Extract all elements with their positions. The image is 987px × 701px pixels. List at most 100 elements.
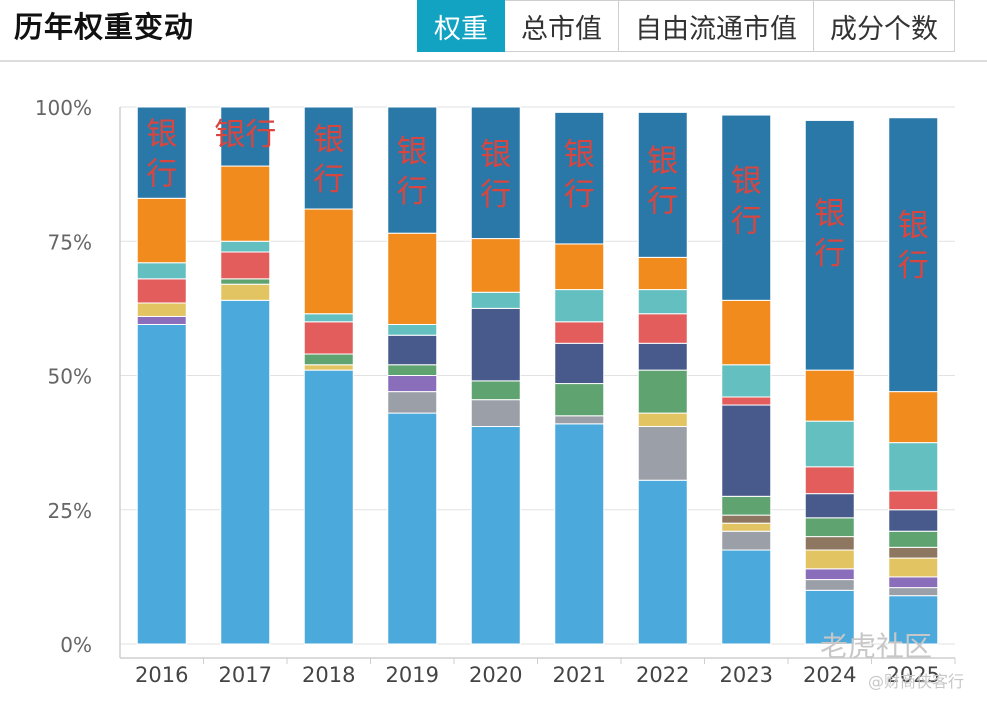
- bar-segment-2020-9[interactable]: [470, 238, 521, 293]
- bar-segment-2022-9[interactable]: [637, 256, 688, 291]
- bar-segment-2024-3[interactable]: [804, 549, 855, 570]
- bar-segment-2017-5[interactable]: [220, 278, 271, 285]
- bar-segment-2020-0[interactable]: [470, 426, 521, 645]
- bar-segment-2023-3[interactable]: [721, 522, 772, 532]
- bar-segment-2021-8[interactable]: [554, 289, 605, 323]
- bar-segment-2016-7[interactable]: [136, 278, 187, 304]
- bar-segment-2020-10[interactable]: [470, 106, 521, 240]
- bar-segment-2018-0[interactable]: [303, 369, 354, 645]
- bar-segment-2024-8[interactable]: [804, 420, 855, 468]
- tab-constituent-count[interactable]: 成分个数: [814, 0, 955, 52]
- bar-segment-2022-10[interactable]: [637, 111, 688, 258]
- bar-segment-2023-5[interactable]: [721, 495, 772, 516]
- bar-segment-2016-2[interactable]: [136, 315, 187, 325]
- bar-segment-2019-1[interactable]: [387, 391, 438, 414]
- y-tick-label: 25%: [48, 499, 92, 523]
- bar-segment-2024-6[interactable]: [804, 493, 855, 519]
- bar-segment-2021-9[interactable]: [554, 243, 605, 291]
- bar-segment-2021-10[interactable]: [554, 111, 605, 245]
- bar-segment-2023-8[interactable]: [721, 364, 772, 398]
- bar-segment-2021-0[interactable]: [554, 423, 605, 645]
- bar-segment-2019-0[interactable]: [387, 412, 438, 645]
- bar-segment-2017-7[interactable]: [220, 251, 271, 280]
- bar-segment-2018-10[interactable]: [303, 106, 354, 210]
- tab-free-float-market-cap[interactable]: 自由流通市值: [619, 0, 814, 52]
- bar-segment-2023-6[interactable]: [721, 404, 772, 497]
- bar-segment-2022-8[interactable]: [637, 289, 688, 315]
- bar-segment-2020-1[interactable]: [470, 399, 521, 428]
- bar-segment-2021-7[interactable]: [554, 321, 605, 344]
- bar-segment-2020-6[interactable]: [470, 307, 521, 382]
- bar-segment-2022-7[interactable]: [637, 313, 688, 344]
- bar-segment-2022-1[interactable]: [637, 426, 688, 481]
- bar-segment-2021-5[interactable]: [554, 383, 605, 417]
- page-title: 历年权重变动: [14, 10, 195, 44]
- bar-segment-2023-1[interactable]: [721, 530, 772, 551]
- bar-segment-2025-4[interactable]: [888, 546, 939, 559]
- bar-segment-2019-8[interactable]: [387, 323, 438, 336]
- bar-segment-2017-9[interactable]: [220, 165, 271, 242]
- bar-segment-2021-6[interactable]: [554, 342, 605, 385]
- bar-segment-2023-4[interactable]: [721, 514, 772, 524]
- bar-segment-2025-1[interactable]: [888, 587, 939, 597]
- y-tick-label: 0%: [60, 633, 92, 657]
- x-tick-label: 2020: [469, 663, 522, 687]
- annotation-label: 银行: [313, 122, 344, 198]
- bar-segment-2016-0[interactable]: [136, 323, 187, 645]
- bar-segment-2017-0[interactable]: [220, 299, 271, 645]
- x-tick-label: 2016: [135, 663, 188, 687]
- bar-segment-2018-9[interactable]: [303, 208, 354, 315]
- bar-segment-2025-2[interactable]: [888, 576, 939, 589]
- bar-segment-2025-9[interactable]: [888, 391, 939, 444]
- bar-segment-2018-5[interactable]: [303, 353, 354, 366]
- bar-segment-2016-8[interactable]: [136, 262, 187, 280]
- bar-segment-2018-3[interactable]: [303, 364, 354, 371]
- x-tick-label: 2018: [302, 663, 355, 687]
- bar-segment-2025-7[interactable]: [888, 490, 939, 511]
- watermark-logo: 老虎社区: [820, 630, 933, 663]
- bar-segment-2025-8[interactable]: [888, 442, 939, 492]
- tab-total-market-cap[interactable]: 总市值: [505, 0, 619, 52]
- bar-segment-2024-5[interactable]: [804, 517, 855, 538]
- bar-segment-2016-9[interactable]: [136, 197, 187, 264]
- bar-segment-2017-8[interactable]: [220, 240, 271, 253]
- x-tick-label: 2022: [636, 663, 689, 687]
- bar-segment-2021-1[interactable]: [554, 415, 605, 425]
- bar-segment-2024-0[interactable]: [804, 589, 855, 645]
- annotation-label: 银行: [480, 137, 511, 213]
- bar-segment-2016-10[interactable]: [136, 106, 187, 199]
- bar-segment-2025-10[interactable]: [888, 117, 939, 393]
- bar-segment-2024-2[interactable]: [804, 568, 855, 581]
- bar-segment-2022-0[interactable]: [637, 479, 688, 645]
- bar-segment-2022-3[interactable]: [637, 412, 688, 428]
- metric-tabs: 权重 总市值 自由流通市值 成分个数: [417, 0, 955, 54]
- bar-segment-2025-5[interactable]: [888, 530, 939, 548]
- bar-segment-2020-8[interactable]: [470, 291, 521, 309]
- bar-segment-2019-6[interactable]: [387, 334, 438, 366]
- bar-segment-2019-2[interactable]: [387, 375, 438, 393]
- bar-segment-2024-7[interactable]: [804, 466, 855, 495]
- bar-segment-2024-1[interactable]: [804, 579, 855, 591]
- bar-segment-2023-0[interactable]: [721, 549, 772, 645]
- annotation-label: 银行: [731, 164, 762, 240]
- bar-segment-2019-5[interactable]: [387, 364, 438, 377]
- bar-segment-2025-6[interactable]: [888, 509, 939, 532]
- bar-segment-2023-10[interactable]: [721, 114, 772, 301]
- bar-segment-2024-10[interactable]: [804, 119, 855, 371]
- bar-segment-2023-7[interactable]: [721, 396, 772, 406]
- bar-segment-2018-7[interactable]: [303, 321, 354, 355]
- bar-segment-2024-9[interactable]: [804, 369, 855, 422]
- bar-segment-2017-3[interactable]: [220, 283, 271, 301]
- bar-segment-2019-10[interactable]: [387, 106, 438, 234]
- bar-segment-2020-5[interactable]: [470, 380, 521, 401]
- bar-segment-2017-10[interactable]: [220, 106, 271, 167]
- bar-segment-2016-3[interactable]: [136, 302, 187, 317]
- bar-segment-2019-9[interactable]: [387, 232, 438, 325]
- bar-segment-2023-9[interactable]: [721, 299, 772, 366]
- bar-segment-2022-5[interactable]: [637, 369, 688, 414]
- bar-segment-2022-6[interactable]: [637, 342, 688, 371]
- bar-segment-2025-3[interactable]: [888, 557, 939, 578]
- bar-segment-2024-4[interactable]: [804, 536, 855, 551]
- tab-weight[interactable]: 权重: [417, 0, 505, 52]
- bar-segment-2018-8[interactable]: [303, 313, 354, 323]
